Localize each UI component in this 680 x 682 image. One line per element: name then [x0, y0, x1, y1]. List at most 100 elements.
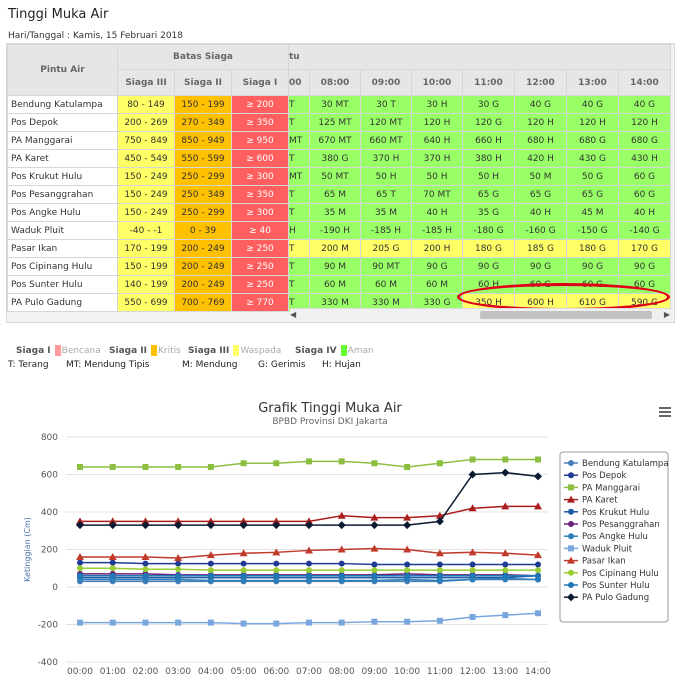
hour-value-cell: 40 H: [618, 203, 671, 222]
hour-value-cell: 30 H: [411, 95, 463, 114]
data-point: [337, 521, 346, 530]
data-point: [436, 617, 443, 624]
header-batas-siaga: Batas Siaga: [117, 44, 289, 70]
siaga-iii-cell: 170 - 199: [117, 239, 175, 258]
legend-siaga-iv-label: Siaga IV: [295, 346, 337, 356]
hour-value-cell: 370 H: [411, 149, 463, 168]
hour-value-cell: -160 G: [514, 221, 567, 240]
data-point: [404, 572, 411, 579]
hour-value-cell: 40 G: [618, 95, 671, 114]
hour-value-cell: 680 G: [566, 131, 619, 150]
data-point: [568, 582, 574, 588]
y-tick-label: 0: [52, 583, 58, 593]
hour-value-cell: 60 M: [309, 275, 361, 294]
hour-value-cell: -180 G: [462, 221, 515, 240]
data-point: [337, 545, 346, 553]
data-point: [77, 464, 83, 470]
weather-g: G: Gerimis: [258, 360, 306, 370]
data-point: [534, 551, 542, 559]
hour-value-cell: 90 M: [309, 257, 361, 276]
hour-value-cell: 180 G: [566, 239, 619, 258]
hour-value-cell: 120 H: [514, 113, 567, 132]
siaga-ii-cell: 0 - 39: [174, 221, 232, 240]
x-tick-label: 08:00: [329, 667, 355, 677]
data-point: [175, 560, 182, 567]
water-level-table: Pintu Air Batas Siaga tu Siaga III Siaga…: [7, 44, 671, 312]
data-point: [175, 464, 182, 470]
horizontal-scrollbar[interactable]: ◀ ▶: [290, 308, 672, 321]
legend-siaga-i-label: Siaga I: [16, 346, 51, 356]
data-point: [109, 572, 116, 579]
siaga-iii-cell: 140 - 199: [117, 275, 175, 294]
header-hour: 09:00: [360, 69, 412, 96]
data-point: [239, 549, 248, 557]
data-point: [76, 521, 84, 530]
data-point: [371, 577, 378, 584]
siaga-iii-cell: 550 - 699: [117, 293, 175, 312]
data-point: [207, 567, 214, 574]
data-point: [370, 544, 379, 552]
legend-entry: Pos Krukut Hulu: [582, 508, 649, 518]
data-point: [535, 456, 541, 463]
data-point: [77, 619, 83, 626]
data-point: [501, 549, 510, 557]
legend-entry: PA Karet: [582, 496, 618, 506]
hamburger-icon[interactable]: [659, 407, 671, 417]
siaga-iii-cell: -40 - -1: [117, 221, 175, 240]
data-point: [175, 566, 182, 573]
weather-t: T: Terang: [8, 360, 49, 370]
hour-value-cell: 30 MT: [309, 95, 361, 114]
hour-value-cell: 35 G: [462, 203, 515, 222]
pintu-air-name: Pos Sunter Hulu: [7, 275, 118, 294]
x-tick-label: 14:00: [525, 667, 551, 677]
hour-value-cell: 65 G: [566, 185, 619, 204]
data-point: [568, 521, 574, 527]
siaga-iii-cell: 150 - 249: [117, 185, 175, 204]
hour-value-cell: 670 MT: [309, 131, 361, 150]
table-row: Pos Cipinang Hulu 150 - 199 200 - 249 ≥ 250…: [7, 257, 671, 276]
data-point: [469, 567, 476, 574]
x-tick-label: 12:00: [460, 667, 486, 677]
hour-partial-cell: T: [288, 95, 310, 114]
siaga-ii-cell: 200 - 249: [174, 257, 232, 276]
hour-value-cell: 65 G: [514, 185, 567, 204]
hour-partial-cell: T: [288, 113, 310, 132]
hour-value-cell: 50 MT: [309, 167, 361, 186]
data-point: [568, 460, 574, 466]
hour-value-cell: 50 M: [514, 167, 567, 186]
siaga-i-cell: ≥ 350: [231, 113, 289, 132]
hamburger-icon-bar: [659, 407, 671, 409]
siaga-i-cell: ≥ 250: [231, 275, 289, 294]
data-point: [568, 484, 574, 491]
data-point: [305, 521, 313, 530]
data-point: [142, 572, 149, 579]
hour-value-cell: 120 MT: [360, 113, 412, 132]
hour-value-cell: 120 H: [566, 113, 619, 132]
hour-value-cell: 380 H: [462, 149, 515, 168]
y-tick-label: -200: [38, 621, 59, 631]
scroll-right-arrow-icon[interactable]: ▶: [663, 310, 670, 319]
scroll-left-arrow-icon[interactable]: ◀: [290, 310, 297, 319]
legend-entry: Pos Angke Hulu: [582, 532, 648, 542]
legend-siaga-iii-swatch: [233, 345, 240, 356]
pintu-air-name: Pos Cipinang Hulu: [7, 257, 118, 276]
data-point: [568, 569, 574, 576]
data-point: [567, 495, 575, 503]
data-point: [403, 545, 412, 553]
legend-siaga-ii-text: Kritis: [158, 346, 181, 356]
data-point: [404, 618, 411, 625]
data-point: [142, 619, 149, 626]
data-point: [502, 572, 509, 579]
water-level-table-container[interactable]: Pintu Air Batas Siaga tu Siaga III Siaga…: [6, 43, 675, 323]
data-point: [273, 567, 280, 574]
data-point: [273, 460, 280, 467]
legend-entry: Pos Sunter Hulu: [582, 581, 650, 591]
pintu-air-name: Waduk Pluit: [7, 221, 118, 240]
siaga-ii-cell: 250 - 299: [174, 203, 232, 222]
chart-legend-box: [559, 451, 669, 623]
scrollbar-thumb[interactable]: [480, 311, 652, 319]
header-siaga-i: Siaga I: [231, 69, 289, 96]
data-point: [206, 521, 215, 530]
data-point: [109, 464, 116, 470]
data-point: [306, 560, 312, 567]
